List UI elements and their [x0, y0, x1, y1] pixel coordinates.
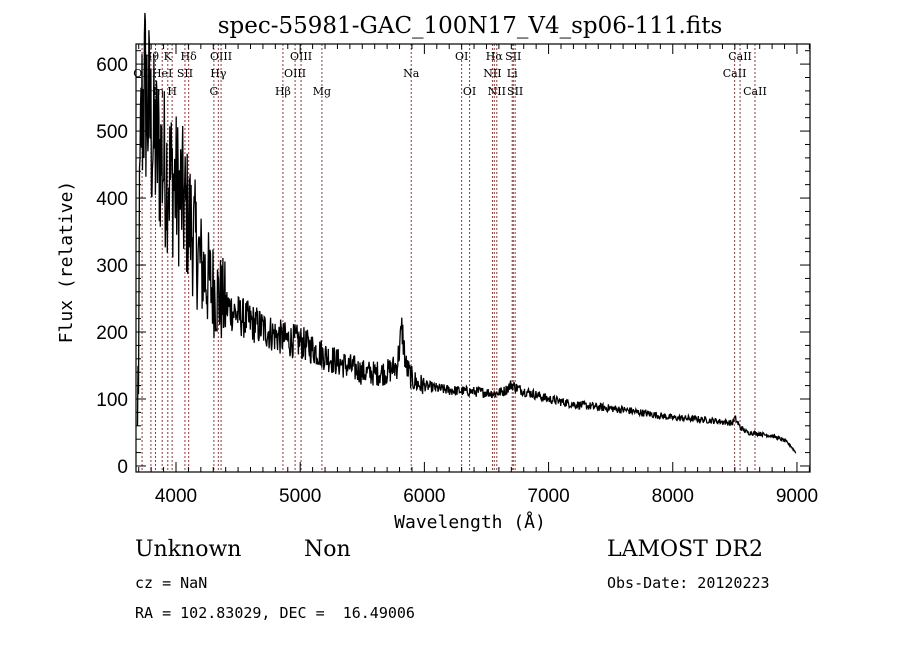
line-label: HeI — [152, 67, 172, 80]
x-axis-ticks — [138, 44, 810, 472]
spectral-line-markers — [141, 44, 756, 472]
y-tick-label: 200 — [96, 323, 128, 344]
y-tick-label: 600 — [96, 55, 128, 76]
y-tick-label: 300 — [96, 256, 128, 277]
y-tick-label: 100 — [96, 390, 128, 411]
x-tick-label: 4000 — [155, 486, 197, 507]
line-label: OIII — [284, 67, 306, 80]
y-tick-label: 400 — [96, 189, 128, 210]
line-label: K — [164, 50, 173, 63]
flux-line — [136, 12, 797, 454]
line-label: OI — [463, 85, 476, 98]
line-label: Hα — [486, 50, 504, 63]
x-tick-label: 5000 — [279, 486, 321, 507]
x-tick-label: 7000 — [527, 486, 569, 507]
plot-frame — [135, 43, 811, 473]
line-label: SII — [177, 67, 193, 80]
line-label: G — [209, 85, 218, 98]
line-label: OIII — [210, 50, 232, 63]
line-label: SII — [507, 85, 523, 98]
line-label: Hδ — [181, 50, 198, 63]
y-axis-label: Flux (relative) — [56, 181, 77, 344]
object-class: Unknown — [135, 537, 242, 562]
line-label: OI — [455, 50, 468, 63]
y-axis-tick-labels: 0 100 200 300 400 500 600 — [96, 55, 128, 478]
y-tick-label: 0 — [117, 457, 128, 478]
survey-name: LAMOST DR2 — [607, 537, 763, 562]
line-label: OIII — [290, 50, 312, 63]
line-label: Na — [403, 67, 420, 80]
y-axis-ticks — [136, 50, 810, 467]
observation-date: Obs-Date: 20120223 — [607, 574, 770, 592]
line-label: SII — [505, 50, 521, 63]
line-label: NII — [488, 85, 506, 98]
line-label: NII — [483, 67, 501, 80]
redshift-cz: cz = NaN — [135, 574, 208, 592]
x-axis-label: Wavelength (Å) — [394, 511, 546, 533]
coordinates: RA = 102.83029, DEC = 16.49006 — [135, 604, 415, 622]
x-tick-label: 9000 — [776, 486, 818, 507]
x-tick-label: 8000 — [652, 486, 694, 507]
y-tick-label: 500 — [96, 122, 128, 143]
line-label: Hβ — [275, 85, 291, 98]
object-subclass: Non — [304, 537, 351, 562]
line-label: CaII — [723, 67, 747, 80]
line-label: CaII — [743, 85, 767, 98]
flux-series — [136, 12, 797, 454]
spectral-line-labels: OIIHθHηHeIKHSIIHδGHγOIIIHβOIIIOIIIMgNaOI… — [133, 50, 767, 98]
line-label: Hγ — [210, 67, 227, 80]
line-label: CaII — [728, 50, 752, 63]
chart-title: spec-55981-GAC_100N17_V4_sp06-111.fits — [218, 13, 723, 39]
x-axis-tick-labels: 4000 5000 6000 7000 8000 9000 — [155, 486, 818, 507]
line-label: H — [167, 85, 177, 98]
line-label: Li — [507, 67, 518, 80]
x-tick-label: 6000 — [403, 486, 445, 507]
line-label: Mg — [313, 85, 331, 98]
